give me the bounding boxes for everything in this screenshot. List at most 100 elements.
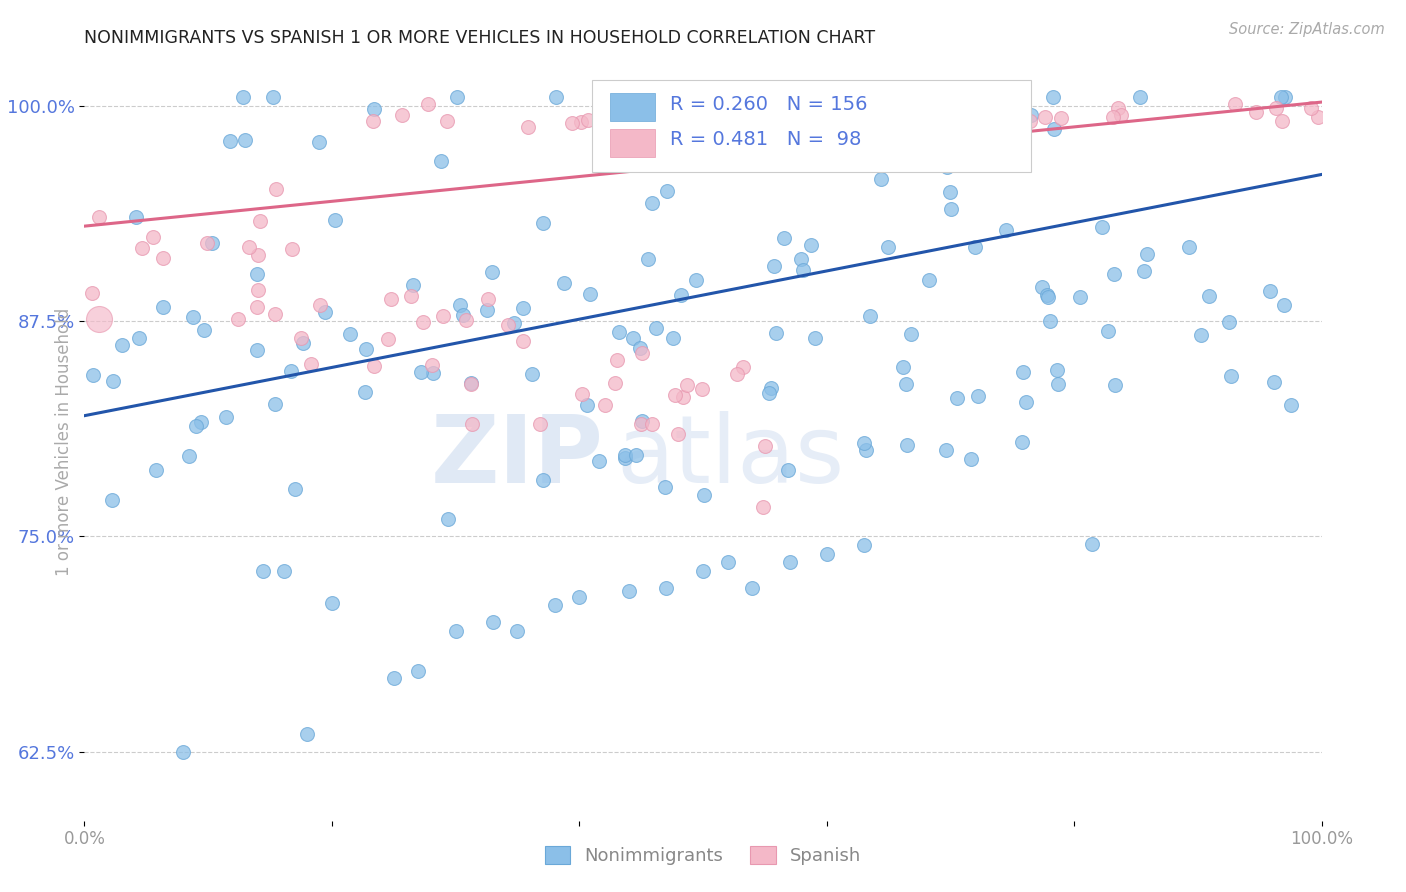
Point — [613, 448, 636, 462]
Point — [292, 336, 315, 351]
Point — [402, 278, 425, 293]
Point — [967, 389, 990, 403]
Text: R = 0.260   N = 156: R = 0.260 N = 156 — [669, 95, 868, 113]
Point — [553, 277, 575, 291]
Point — [1011, 365, 1033, 379]
Point — [87, 210, 110, 224]
Point — [1043, 122, 1066, 136]
Point — [264, 182, 287, 196]
Point — [1260, 284, 1282, 298]
Legend: Nonimmigrants, Spanish: Nonimmigrants, Spanish — [537, 838, 869, 872]
Point — [1018, 113, 1040, 128]
Point — [339, 327, 361, 342]
Point — [901, 117, 924, 131]
Point — [762, 101, 785, 115]
Point — [460, 377, 482, 392]
Point — [654, 479, 676, 493]
Point — [914, 110, 936, 124]
Point — [1136, 247, 1159, 261]
Point — [790, 252, 813, 267]
Point — [901, 106, 924, 120]
Point — [252, 564, 274, 578]
Point — [82, 285, 104, 300]
Point — [299, 358, 322, 372]
Point — [852, 538, 875, 552]
Point — [945, 120, 967, 134]
Point — [432, 309, 454, 323]
Point — [436, 512, 458, 526]
Point — [1189, 328, 1212, 343]
Point — [1107, 101, 1129, 115]
Point — [128, 331, 150, 345]
Point — [477, 302, 499, 317]
Point — [411, 365, 433, 379]
Point — [776, 463, 799, 477]
Point — [1033, 110, 1056, 124]
Point — [994, 223, 1017, 237]
Point — [399, 289, 422, 303]
Point — [290, 331, 312, 345]
Point — [918, 273, 941, 287]
Text: R = 0.481   N =  98: R = 0.481 N = 98 — [669, 129, 860, 149]
Point — [1036, 288, 1059, 302]
Point — [936, 160, 959, 174]
Point — [624, 106, 647, 120]
Point — [219, 134, 242, 148]
Point — [855, 442, 877, 457]
Point — [657, 184, 679, 198]
FancyBboxPatch shape — [610, 93, 655, 120]
Point — [986, 97, 1008, 112]
Point — [1308, 110, 1330, 124]
Point — [704, 110, 727, 124]
Point — [792, 263, 814, 277]
Point — [152, 300, 174, 314]
Point — [605, 95, 627, 110]
Point — [588, 454, 610, 468]
Point — [190, 415, 212, 429]
Point — [630, 413, 652, 427]
Point — [1272, 298, 1295, 312]
Point — [896, 377, 918, 392]
Point — [1264, 102, 1286, 116]
Point — [111, 337, 134, 351]
Point — [1198, 288, 1220, 302]
Point — [363, 102, 385, 116]
Point — [946, 99, 969, 113]
Point — [1080, 537, 1102, 551]
Point — [634, 119, 657, 133]
Point — [571, 387, 593, 401]
Point — [263, 307, 285, 321]
Point — [477, 293, 499, 307]
Point — [280, 364, 302, 378]
Point — [960, 451, 983, 466]
Point — [1223, 97, 1246, 112]
Point — [834, 103, 856, 117]
Point — [1046, 362, 1069, 376]
Point — [1104, 378, 1126, 392]
Point — [935, 443, 957, 458]
Point — [576, 113, 599, 128]
Point — [1281, 398, 1303, 412]
Point — [506, 624, 529, 639]
Text: Source: ZipAtlas.com: Source: ZipAtlas.com — [1229, 22, 1385, 37]
Point — [579, 287, 602, 301]
Point — [1133, 264, 1156, 278]
Point — [1129, 90, 1152, 104]
Point — [1102, 268, 1125, 282]
Point — [412, 315, 434, 329]
Point — [569, 115, 592, 129]
Point — [897, 107, 920, 121]
Point — [894, 100, 917, 114]
Point — [321, 596, 343, 610]
Point — [543, 599, 565, 613]
Point — [382, 671, 405, 685]
Point — [284, 482, 307, 496]
Point — [232, 90, 254, 104]
Point — [762, 260, 785, 274]
Point — [264, 397, 287, 411]
Point — [354, 342, 377, 356]
Point — [849, 90, 872, 104]
Point — [101, 493, 124, 508]
Point — [184, 418, 207, 433]
Point — [82, 368, 104, 383]
